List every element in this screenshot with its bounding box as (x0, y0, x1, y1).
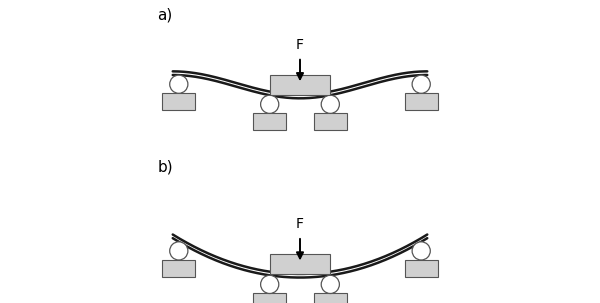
Text: b): b) (158, 159, 173, 174)
Bar (270, 75, 331, 95)
Circle shape (170, 75, 188, 93)
Circle shape (412, 242, 430, 260)
Circle shape (260, 95, 279, 113)
Bar (404, 93, 438, 110)
Bar (253, 113, 286, 130)
Bar (314, 294, 347, 303)
Text: F: F (296, 38, 304, 52)
Bar (253, 294, 286, 303)
Bar (162, 260, 196, 277)
Circle shape (321, 95, 340, 113)
Circle shape (260, 275, 279, 294)
Text: a): a) (158, 8, 173, 23)
Bar (270, 254, 331, 274)
Bar (404, 260, 438, 277)
Bar (314, 113, 347, 130)
Circle shape (412, 75, 430, 93)
Bar (162, 93, 196, 110)
Circle shape (321, 275, 340, 294)
Circle shape (170, 242, 188, 260)
Text: F: F (296, 218, 304, 231)
